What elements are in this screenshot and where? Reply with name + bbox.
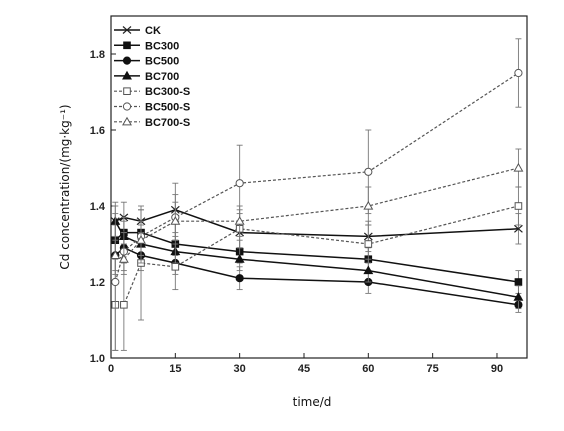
data-point [514, 278, 523, 286]
data-point [170, 216, 181, 225]
legend-marker [122, 116, 132, 126]
data-point [120, 301, 128, 309]
data-point [234, 216, 245, 225]
data-point [364, 240, 373, 248]
legend-marker [123, 87, 131, 96]
legend-item: BC700 [114, 70, 179, 83]
legend-marker [123, 41, 131, 50]
data-point [514, 68, 523, 78]
legend-item: BC500 [114, 56, 179, 68]
x-tick-label: 75 [427, 363, 439, 375]
legend-label: BC700 [145, 71, 179, 83]
data-point [171, 263, 180, 271]
y-tick-label: 1.6 [90, 125, 105, 137]
y-tick-label: 1.0 [90, 353, 105, 365]
x-tick-label: 0 [108, 363, 114, 375]
data-point [364, 167, 373, 176]
legend-item: BC500-S [114, 102, 190, 114]
legend-marker [122, 56, 132, 65]
data-point [513, 162, 524, 172]
data-point [514, 224, 523, 233]
y-tick-label: 1.4 [90, 201, 106, 213]
x-tick-label: 30 [234, 363, 246, 375]
data-point [136, 235, 146, 244]
series-bc700-s [110, 148, 524, 275]
x-tick-label: 45 [298, 363, 310, 375]
legend-marker [122, 70, 132, 80]
legend-label: BC700-S [145, 117, 190, 129]
legend-marker [122, 102, 132, 111]
legend-item: BC300 [114, 40, 179, 52]
legend-label: BC300 [145, 40, 179, 52]
legend-label: CK [145, 25, 161, 37]
legend-label: BC500 [145, 56, 179, 68]
y-tick-label: 1.8 [90, 49, 105, 61]
data-point [235, 274, 244, 283]
data-point [513, 292, 524, 301]
data-point [234, 254, 245, 263]
x-marker-stroke [122, 26, 132, 34]
data-point [110, 250, 121, 259]
legend-label: BC300-S [145, 86, 190, 98]
data-point [363, 265, 374, 275]
legend-item: BC300-S [114, 86, 190, 98]
data-point [118, 254, 129, 263]
data-point [111, 277, 120, 287]
x-axis-title: time/d [293, 395, 332, 409]
data-point [514, 202, 523, 210]
x-tick-label: 90 [491, 363, 503, 375]
y-axis-title: Cd concentration/(mg·kg⁻¹) [58, 104, 72, 269]
legend-label: BC500-S [145, 102, 190, 114]
axis-ticks: 0 15 30 45 60 75 90 1.0 1.2 1.4 1.6 1.8 [90, 49, 503, 375]
data-series [110, 38, 524, 351]
legend-item: BC700-S [114, 116, 190, 129]
x-tick-label: 15 [169, 363, 181, 375]
x-marker-stroke [514, 224, 523, 233]
x-tick-label: 60 [362, 363, 374, 375]
legend-item: CK [114, 25, 161, 37]
y-tick-label: 1.2 [90, 277, 105, 289]
legend: CK BC300 BC500 BC700 BC300-S BC500-S BC700-S [114, 25, 190, 129]
legend-marker [122, 26, 132, 34]
data-point [363, 200, 374, 210]
plot-area-frame [110, 15, 528, 359]
data-point [235, 179, 244, 188]
